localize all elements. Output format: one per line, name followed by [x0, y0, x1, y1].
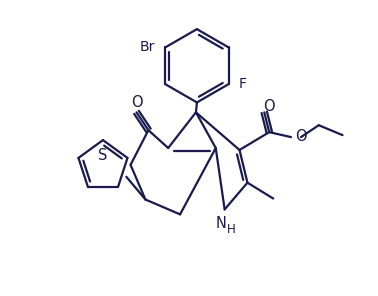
Text: O: O [295, 129, 307, 144]
Text: S: S [98, 148, 108, 163]
Text: O: O [263, 99, 275, 114]
Text: H: H [227, 223, 236, 236]
Text: O: O [131, 95, 142, 110]
Text: Br: Br [140, 41, 155, 54]
Text: F: F [239, 77, 246, 91]
Text: N: N [215, 216, 226, 231]
